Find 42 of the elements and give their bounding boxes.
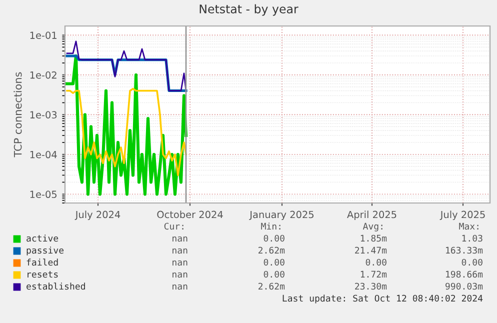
text: 1.03 [462,234,482,242]
text: 990.03m [446,282,483,290]
legend-label: active [26,234,58,242]
text: nan [172,272,188,278]
text: 0.00 [366,258,386,266]
text: Cur: [164,222,184,230]
text: nan [172,248,188,254]
legend-label: established [26,282,85,290]
text: 2.62m [258,282,285,290]
text: nan [172,284,188,290]
text: 198.66m [446,270,483,278]
text: Min: [261,222,280,230]
x-tick-label: October 2024 [157,210,223,218]
text: 0.00 [462,258,482,266]
y-tick-label: 1e-02 [30,71,56,79]
x-tick-label: July 2024 [74,210,120,220]
legend-label: failed [26,258,58,266]
x-tick-label: April 2025 [347,210,396,220]
y-tick-label: 1e-03 [30,111,57,119]
y-tick-label: 1e-01 [30,32,56,39]
text: 2.62m [258,246,285,254]
text: 21.47m [355,246,387,254]
text: 163.33m [446,246,483,254]
legend-label: passive [26,246,64,256]
legend-label: resets [28,271,58,278]
text: nan [172,260,188,266]
text: 1.72m [360,270,387,278]
y-tick-label: 1e-05 [30,190,57,198]
text: 0.00 [264,258,284,266]
x-tick-label: July 2025 [440,210,485,220]
text: 0.00 [264,270,284,278]
text: 1.85m [360,234,387,242]
chart-title: Netstat - by year [200,4,298,16]
text: Last update: Sat Oct 12 08:40:02 2024 [282,294,483,304]
text: 0.00 [264,234,284,242]
y-tick-label: 1e-04 [30,150,57,158]
text: nan [172,236,188,242]
text: Max: [459,222,478,230]
text: Avg: [362,222,382,232]
y-axis-title: TCP connections [14,72,22,158]
text: 23.30m [355,282,387,290]
x-tick-label: January 2025 [249,210,314,220]
